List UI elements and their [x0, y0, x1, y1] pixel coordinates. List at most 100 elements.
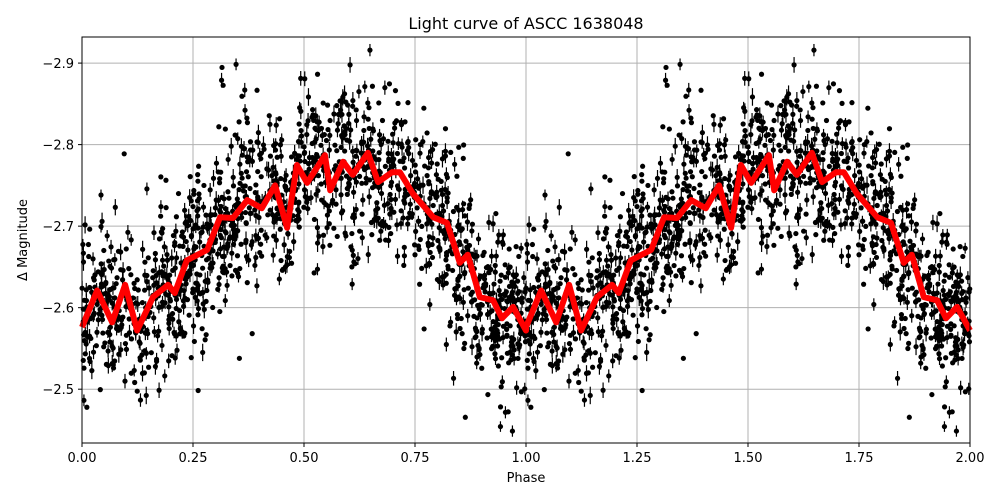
data-point — [725, 242, 731, 248]
data-point — [475, 236, 482, 242]
data-point — [190, 323, 197, 329]
data-point — [740, 121, 746, 127]
data-point — [122, 378, 128, 384]
data-point — [530, 253, 536, 260]
data-point — [723, 267, 729, 273]
data-point — [516, 344, 522, 350]
data-point — [770, 147, 776, 153]
data-point — [221, 253, 227, 259]
data-point — [401, 253, 408, 259]
data-point — [332, 142, 338, 148]
data-point — [680, 119, 686, 125]
data-point — [304, 199, 310, 205]
data-point — [381, 202, 387, 208]
data-point — [669, 189, 675, 195]
data-point — [746, 158, 752, 165]
data-point — [935, 281, 941, 287]
data-point — [126, 330, 133, 336]
data-point — [778, 127, 785, 133]
data-point — [176, 319, 182, 325]
data-point — [777, 201, 783, 207]
data-point — [646, 337, 652, 343]
x-tick-label: 1.50 — [734, 451, 763, 466]
data-point — [417, 281, 423, 287]
data-point — [515, 355, 521, 362]
data-point — [596, 363, 603, 370]
data-point — [898, 204, 904, 210]
data-point — [863, 265, 869, 272]
data-point — [550, 293, 556, 300]
data-point — [639, 213, 645, 219]
data-point — [498, 384, 504, 390]
data-point — [237, 265, 243, 272]
data-point — [794, 252, 800, 259]
data-point — [198, 230, 204, 236]
data-point — [460, 155, 466, 161]
data-point — [882, 178, 888, 185]
data-point — [750, 154, 757, 161]
data-point — [869, 165, 876, 171]
data-point — [227, 262, 233, 269]
data-point — [595, 315, 601, 321]
data-point — [585, 287, 592, 293]
data-point — [592, 350, 598, 356]
data-point — [960, 289, 966, 295]
data-point — [588, 327, 594, 334]
data-point — [230, 174, 236, 180]
data-point — [477, 352, 483, 358]
data-point — [879, 237, 885, 244]
data-point — [217, 176, 223, 182]
data-point — [313, 126, 319, 133]
data-point — [645, 306, 651, 313]
data-point — [141, 287, 148, 293]
data-point — [711, 207, 717, 213]
data-point — [713, 212, 720, 218]
data-point — [835, 209, 841, 215]
data-point — [711, 153, 718, 159]
data-point — [886, 186, 892, 193]
data-point — [254, 139, 260, 145]
data-point — [376, 100, 382, 106]
data-point — [740, 181, 746, 187]
data-point — [870, 260, 876, 266]
data-point — [926, 283, 933, 289]
data-point — [160, 225, 166, 232]
data-point — [543, 316, 550, 323]
data-point — [959, 297, 965, 303]
data-point — [158, 174, 164, 180]
data-point — [266, 113, 272, 119]
data-point — [140, 246, 146, 252]
data-point — [921, 310, 928, 317]
data-point — [842, 119, 848, 125]
data-point — [260, 142, 267, 148]
data-point — [919, 302, 925, 309]
data-point — [278, 153, 284, 159]
data-point — [311, 117, 317, 124]
data-point — [524, 241, 530, 248]
data-point — [962, 245, 968, 251]
data-point — [936, 269, 942, 275]
data-point — [924, 252, 930, 259]
data-point — [872, 160, 879, 166]
data-point — [404, 140, 411, 146]
data-point — [296, 224, 302, 230]
data-point — [475, 342, 481, 349]
data-point — [265, 167, 272, 173]
data-point — [542, 281, 549, 287]
data-point — [569, 229, 575, 235]
data-point — [479, 365, 485, 371]
data-point — [409, 211, 415, 217]
data-point — [137, 397, 144, 403]
data-point — [490, 319, 496, 325]
data-point — [587, 350, 593, 356]
data-point — [752, 195, 758, 201]
data-point — [492, 351, 498, 357]
data-point — [543, 218, 549, 224]
data-point — [588, 272, 594, 279]
data-point — [380, 223, 386, 229]
data-point — [541, 387, 547, 393]
data-point — [182, 330, 188, 336]
data-point — [331, 111, 337, 117]
data-point — [394, 150, 401, 157]
data-point — [641, 239, 647, 245]
